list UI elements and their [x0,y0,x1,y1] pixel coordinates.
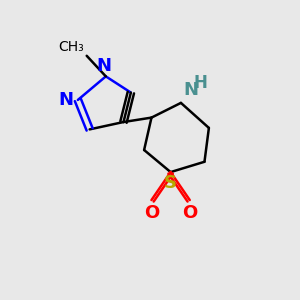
Text: S: S [164,174,177,192]
Text: O: O [144,204,159,222]
Text: O: O [182,204,197,222]
Text: N: N [183,81,198,99]
Text: CH₃: CH₃ [58,40,84,54]
Text: H: H [193,74,207,92]
Text: N: N [58,91,74,109]
Text: N: N [97,57,112,75]
